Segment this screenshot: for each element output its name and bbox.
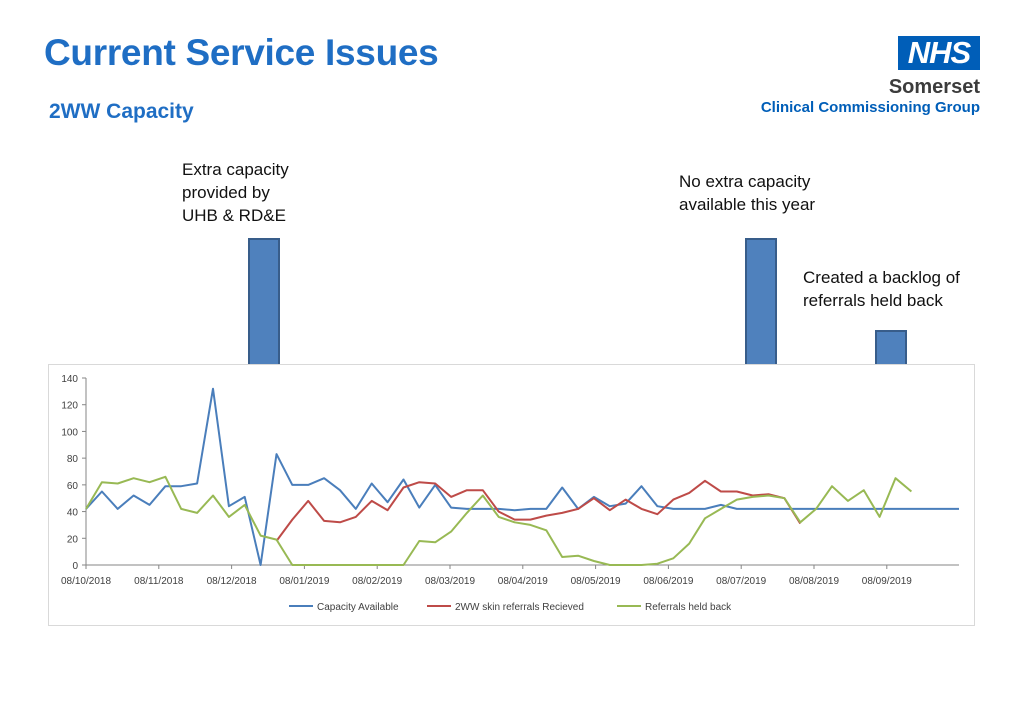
logo-org-name: Somerset <box>888 76 980 98</box>
series-line-1 <box>275 479 802 542</box>
page-title: Current Service Issues <box>44 32 439 73</box>
chart-frame: 0 20 40 60 80 100 120 140 08/10/2018 08/11/2018 0… <box>48 364 975 626</box>
legend-label: Referrals held back <box>645 602 732 613</box>
x-tick-label: 08/01/2019 <box>279 576 329 587</box>
x-tick-label: 08/08/2019 <box>789 576 839 587</box>
logo-org-subtitle: Clinical Commissioning Group <box>760 99 980 116</box>
nhs-logo-mark: NHS <box>898 36 980 70</box>
legend-label: Capacity Available <box>317 602 399 613</box>
x-tick-label: 08/02/2019 <box>352 576 402 587</box>
page-subtitle: 2WW Capacity <box>49 100 194 123</box>
x-axis: 08/10/2018 08/11/2018 08/12/2018 08/01/2019… <box>61 564 959 587</box>
x-tick-label: 08/05/2019 <box>571 576 621 587</box>
y-tick-label: 140 <box>61 374 78 385</box>
y-tick-label: 120 <box>61 401 78 412</box>
series-line-2 <box>85 475 913 566</box>
y-tick-label: 20 <box>67 534 79 545</box>
chart-series <box>85 387 959 566</box>
x-tick-label: 08/12/2018 <box>207 576 257 587</box>
y-tick-label: 0 <box>72 561 78 572</box>
y-tick-label: 60 <box>67 481 79 492</box>
y-tick-label: 100 <box>61 427 78 438</box>
series-line-0 <box>85 387 959 566</box>
y-axis: 0 20 40 60 80 100 120 140 <box>61 374 87 572</box>
legend-label: 2WW skin referrals Recieved <box>455 602 584 613</box>
x-tick-label: 08/06/2019 <box>643 576 693 587</box>
y-tick-label: 40 <box>67 508 79 519</box>
annotation-no-extra-capacity: No extra capacity available this year <box>679 172 816 214</box>
x-tick-label: 08/04/2019 <box>498 576 548 587</box>
chart-legend: Capacity Available 2WW skin referrals Rec… <box>289 602 732 613</box>
nhs-somerset-logo: NHS Somerset Clinical Commissioning Grou… <box>720 36 980 120</box>
annotation-extra-capacity: Extra capacity provided by UHB & RD&E <box>182 160 289 225</box>
annotation-backlog: Created a backlog of referrals held back <box>803 268 960 310</box>
y-tick-label: 80 <box>67 454 79 465</box>
x-tick-label: 08/11/2018 <box>134 576 184 587</box>
x-tick-label: 08/10/2018 <box>61 576 111 587</box>
x-tick-label: 08/09/2019 <box>862 576 912 587</box>
x-tick-label: 08/07/2019 <box>716 576 766 587</box>
x-tick-label: 08/03/2019 <box>425 576 475 587</box>
